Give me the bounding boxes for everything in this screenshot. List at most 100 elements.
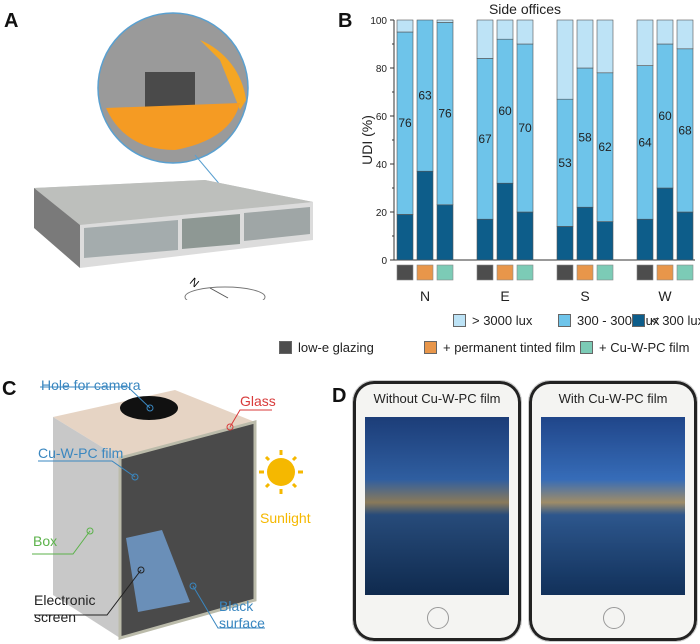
y-tick-label: 20 <box>376 208 388 219</box>
legend-swatch <box>558 314 571 327</box>
data-label: 76 <box>398 116 412 130</box>
panel-label-c: C <box>2 378 17 400</box>
y-tick-label: 60 <box>376 112 388 123</box>
x-group-label: E <box>500 288 509 304</box>
bar-segment--3000-lux <box>516 19 534 45</box>
x-group-label: N <box>420 288 430 304</box>
bar-segment--3000-lux <box>556 19 574 100</box>
legend-item-high: > 3000 lux <box>453 313 532 328</box>
bar-segment--3000-lux <box>496 19 514 40</box>
label-cu-w-pc-film: Cu-W-PC film <box>38 445 124 461</box>
glazing-swatch <box>656 264 674 281</box>
camera-hole <box>120 396 178 420</box>
caption-with-film: With Cu-W-PC film <box>558 391 668 406</box>
tablet-screen <box>365 417 509 595</box>
glazing-swatch <box>596 264 614 281</box>
compass <box>184 286 266 300</box>
glazing-swatch <box>556 264 574 281</box>
label-black: Black <box>219 598 254 614</box>
y-tick-label: 0 <box>381 256 387 267</box>
glazing-swatch <box>636 264 654 281</box>
bar-segment--3000-lux <box>476 19 494 59</box>
tablet-without-film: Without Cu-W-PC film <box>352 380 522 642</box>
label-surface: surface <box>219 615 265 631</box>
bar-segment-300-3000-lux <box>416 19 434 172</box>
legend-swatch <box>279 341 292 354</box>
legend-label: + permanent tinted film <box>443 340 576 355</box>
caption-without-film: Without Cu-W-PC film <box>373 391 501 406</box>
y-axis-label: UDI (%) <box>359 115 375 165</box>
panel-label-d: D <box>332 385 347 407</box>
bar-segment--300-lux <box>596 221 614 261</box>
legend-label: < 300 lux <box>651 313 700 328</box>
legend-label: low-e glazing <box>298 340 374 355</box>
bar-segment--3000-lux <box>636 19 654 66</box>
bar-segment--3000-lux <box>576 19 594 69</box>
data-label: 58 <box>578 131 592 145</box>
building-illustration <box>34 12 313 300</box>
glazing-swatch <box>576 264 594 281</box>
tablet-screen <box>541 417 685 595</box>
legend-swatch <box>580 341 593 354</box>
glazing-swatch <box>516 264 534 281</box>
label-glass: Glass <box>240 393 276 409</box>
test-box-illustration <box>32 386 303 640</box>
legend-item-low: < 300 lux <box>632 313 700 328</box>
label-electronic: Electronic <box>34 592 96 608</box>
glazing-swatch <box>476 264 494 281</box>
data-label: 60 <box>658 109 672 123</box>
udi-stacked-bar-chart: Side offices UDI (%) 0 20 40 60 80 100 76 63 76… <box>359 1 695 304</box>
y-tick-label: 100 <box>370 16 387 27</box>
panel-label-b: B <box>338 10 353 32</box>
data-label: 68 <box>678 123 692 137</box>
box-side <box>53 417 120 638</box>
data-label: 62 <box>598 140 612 154</box>
legend-item-tinted: + permanent tinted film <box>424 340 576 355</box>
home-button <box>427 607 449 629</box>
bar-segment--300-lux <box>636 218 654 261</box>
bar-segment--300-lux <box>436 204 454 261</box>
glazing-swatch <box>396 264 414 281</box>
bar-segment--3000-lux <box>676 19 694 50</box>
box-top <box>53 390 255 458</box>
glazing-swatch <box>416 264 434 281</box>
tablet-with-film: With Cu-W-PC film <box>528 380 698 642</box>
sun-icon <box>259 450 303 494</box>
bar-segment--300-lux <box>676 211 694 261</box>
data-label: 67 <box>478 132 492 146</box>
label-sunlight: Sunlight <box>260 510 311 526</box>
chart-title: Side offices <box>489 1 561 17</box>
legend-label: > 3000 lux <box>472 313 533 328</box>
legend-item-cuwpc: + Cu-W-PC film <box>580 340 689 355</box>
label-screen: screen <box>34 609 77 625</box>
label-hole-for-camera: Hole for camera <box>41 377 141 393</box>
data-label: 64 <box>638 135 652 149</box>
bar-segment--300-lux <box>416 170 434 261</box>
panel-label-a: A <box>4 10 19 32</box>
legend-swatch <box>424 341 437 354</box>
label-box: Box <box>33 533 58 549</box>
data-label: 63 <box>418 89 432 103</box>
x-group-label: W <box>658 288 672 304</box>
legend-item-low-e: low-e glazing <box>279 340 374 355</box>
bar-segment--300-lux <box>556 226 574 261</box>
bar-segment--300-lux <box>656 187 674 261</box>
glazing-swatch <box>676 264 694 281</box>
bar-segment--3000-lux <box>436 19 454 23</box>
bar-segment--300-lux <box>576 206 594 261</box>
legend-swatch <box>453 314 466 327</box>
glazing-swatch <box>436 264 454 281</box>
data-label: 53 <box>558 156 572 170</box>
bar-segment--300-lux <box>476 218 494 261</box>
bar-segment--3000-lux <box>596 19 614 74</box>
data-label: 76 <box>438 107 452 121</box>
electronic-screen <box>126 530 190 612</box>
y-tick-label: 80 <box>376 64 388 75</box>
glazing-swatch <box>496 264 514 281</box>
x-group-label: S <box>580 288 589 304</box>
y-tick-label: 40 <box>376 160 388 171</box>
bar-segment--3000-lux <box>656 19 674 45</box>
bar-segment--300-lux <box>396 214 414 261</box>
bar-segment--300-lux <box>496 182 514 261</box>
